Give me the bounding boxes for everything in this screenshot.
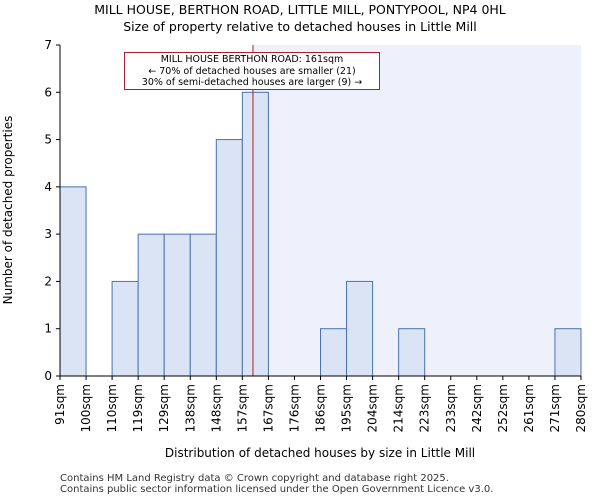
x-tick-label: 195sqm — [340, 384, 354, 432]
bar-157sqm — [241, 91, 269, 377]
x-tick-label: 176sqm — [287, 384, 301, 432]
bar-195sqm — [346, 280, 374, 377]
x-tick-label: 223sqm — [418, 384, 432, 432]
x-tick-label: 186sqm — [314, 384, 328, 432]
x-tick-label: 214sqm — [392, 384, 406, 432]
x-tick-label: 167sqm — [261, 384, 275, 432]
x-tick-label: 280sqm — [574, 384, 588, 432]
x-tick-label: 261sqm — [522, 384, 536, 432]
footer-licence: Contains public sector information licen… — [60, 484, 494, 495]
bar-129sqm — [163, 233, 191, 377]
y-tick-label: 2 — [44, 274, 52, 288]
annotation-line-1: MILL HOUSE BERTHON ROAD: 161sqm — [160, 54, 344, 65]
bar-110sqm — [111, 280, 139, 377]
bar-186sqm — [320, 328, 348, 377]
bar-119sqm — [137, 233, 165, 377]
annotation-box: MILL HOUSE BERTHON ROAD: 161sqm ← 70% of… — [124, 52, 380, 90]
x-tick-label: 204sqm — [366, 384, 380, 432]
x-tick-label: 233sqm — [444, 384, 458, 432]
y-tick-label: 6 — [44, 85, 52, 99]
x-axis-label: Distribution of detached houses by size … — [165, 446, 475, 460]
y-tick-label: 7 — [44, 38, 52, 52]
x-tick-label: 271sqm — [548, 384, 562, 432]
y-tick-label: 0 — [44, 369, 52, 383]
annotation-line-3: 30% of semi-detached houses are larger (… — [141, 77, 363, 88]
y-tick-label: 1 — [44, 322, 52, 336]
y-tick-label: 4 — [44, 180, 52, 194]
x-tick-label: 119sqm — [131, 384, 145, 432]
bar-91sqm — [59, 186, 87, 377]
x-tick-label: 100sqm — [79, 384, 93, 432]
highlight-region — [252, 45, 582, 376]
bar-138sqm — [189, 233, 217, 377]
y-tick-label: 3 — [44, 227, 52, 241]
bar-214sqm — [398, 328, 426, 377]
y-axis-label: Number of detached properties — [1, 116, 15, 305]
y-tick-label: 5 — [44, 133, 52, 147]
x-tick-label: 148sqm — [209, 384, 223, 432]
x-tick-label: 138sqm — [183, 384, 197, 432]
footer-copyright: Contains HM Land Registry data © Crown c… — [60, 473, 449, 484]
bar-148sqm — [215, 139, 243, 377]
x-tick-label: 157sqm — [235, 384, 249, 432]
bar-271sqm — [554, 328, 582, 377]
chart-subtitle: Size of property relative to detached ho… — [123, 19, 477, 34]
chart-title: MILL HOUSE, BERTHON ROAD, LITTLE MILL, P… — [94, 2, 506, 17]
x-tick-label: 252sqm — [496, 384, 510, 432]
x-tick-label: 110sqm — [105, 384, 119, 432]
annotation-line-2: ← 70% of detached houses are smaller (21… — [148, 65, 356, 77]
x-tick-label: 129sqm — [157, 384, 171, 432]
x-tick-label: 91sqm — [53, 384, 67, 425]
x-tick-label: 242sqm — [470, 384, 484, 432]
